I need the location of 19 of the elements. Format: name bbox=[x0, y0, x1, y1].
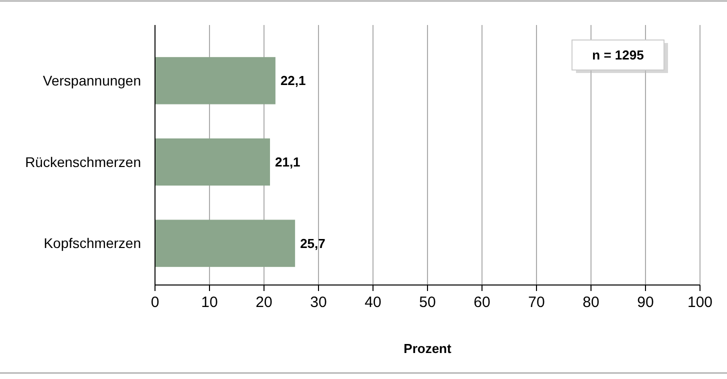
y-tick-label: Kopfschmerzen bbox=[44, 235, 141, 252]
x-tick-label: 100 bbox=[687, 294, 713, 311]
x-tick-label: 30 bbox=[310, 294, 327, 311]
x-tick-label: 80 bbox=[582, 294, 600, 311]
data-label: 25,7 bbox=[300, 236, 326, 251]
x-tick-label: 20 bbox=[256, 294, 272, 311]
x-axis-title: Prozent bbox=[404, 341, 452, 356]
y-tick-label: Verspannungen bbox=[42, 72, 141, 89]
x-tick-label: 60 bbox=[474, 294, 490, 311]
x-tick-label: 40 bbox=[364, 294, 382, 311]
data-label: 21,1 bbox=[274, 154, 300, 170]
x-tick-label: 10 bbox=[201, 294, 218, 311]
x-tick-label: 70 bbox=[528, 294, 545, 311]
data-label: 22,1 bbox=[280, 73, 306, 88]
y-tick-label: Rückenschmerzen bbox=[25, 154, 141, 170]
x-tick-label: 90 bbox=[637, 294, 654, 311]
x-tick-label: 0 bbox=[150, 294, 160, 311]
annotation: n = 1295 bbox=[592, 48, 644, 63]
x-tick-label: 50 bbox=[419, 294, 436, 311]
